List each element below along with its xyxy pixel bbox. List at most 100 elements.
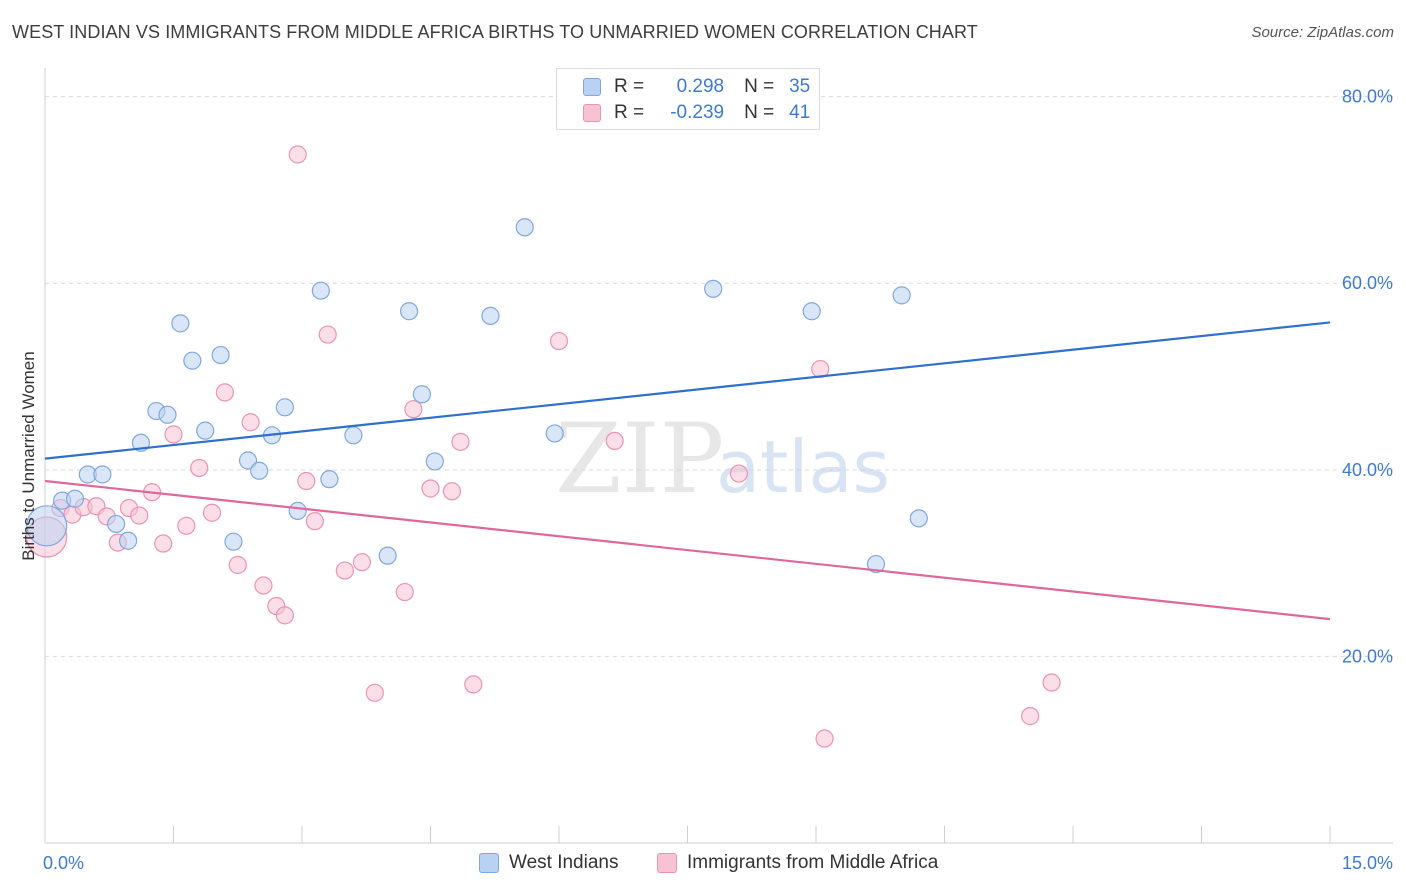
data-point-middle-africa	[228, 555, 247, 575]
legend-label-west-indians: West Indians	[509, 852, 619, 873]
data-point-west-indians	[802, 302, 821, 321]
data-point-west-indians	[238, 451, 258, 470]
data-point-west-indians	[224, 532, 243, 551]
legend-r-label: R =	[614, 76, 645, 97]
data-point-west-indians	[909, 509, 928, 528]
data-point-west-indians	[704, 279, 723, 298]
legend-swatch-blue	[583, 78, 601, 96]
data-point-west-indians	[211, 345, 230, 365]
tick-labels: 20.0% 40.0% 60.0% 80.0% 0.0% 15.0%	[43, 87, 1393, 873]
legend-swatch-pink	[657, 853, 677, 873]
data-point-middle-africa	[318, 325, 337, 344]
data-point-west-indians	[65, 489, 85, 508]
data-point-middle-africa	[254, 576, 273, 595]
data-point-middle-africa	[335, 561, 354, 580]
data-point-west-indians	[344, 426, 363, 445]
data-point-west-indians	[118, 531, 138, 550]
legend-n-value: 41	[789, 102, 811, 123]
data-point-west-indians	[892, 286, 911, 305]
data-point-middle-africa	[815, 729, 834, 748]
data-point-middle-africa	[404, 400, 423, 419]
data-point-west-indians	[288, 501, 307, 520]
legend-n-label: N =	[744, 102, 775, 123]
legend-r-value: 0.298	[676, 76, 725, 97]
y-tick-label: 40.0%	[1342, 460, 1393, 480]
data-point-middle-africa	[421, 479, 440, 498]
series-legend: West Indians Immigrants from Middle Afri…	[0, 850, 1406, 880]
data-point-middle-africa	[549, 331, 569, 351]
data-point-west-indians	[378, 546, 397, 565]
data-point-middle-africa	[352, 553, 372, 572]
data-point-middle-africa	[202, 503, 222, 522]
data-point-middle-africa	[605, 431, 624, 451]
data-point-west-indians	[412, 385, 432, 404]
data-point-middle-africa	[1021, 707, 1040, 726]
data-point-west-indians	[93, 465, 112, 484]
y-tick-label: 80.0%	[1342, 87, 1393, 107]
data-point-west-indians	[320, 470, 339, 489]
data-point-middle-africa	[190, 458, 209, 478]
data-point-middle-africa	[442, 482, 462, 501]
legend-n-value: 35	[789, 76, 811, 97]
data-point-west-indians	[866, 554, 886, 574]
legend-row-middle-africa: R = -0.239 N = 41	[583, 100, 810, 126]
data-point-middle-africa	[395, 582, 414, 602]
chart-title: WEST INDIAN VS IMMIGRANTS FROM MIDDLE AF…	[12, 22, 978, 42]
data-point-west-indians	[158, 405, 177, 424]
data-point-west-indians	[250, 461, 269, 480]
data-point-west-indians	[399, 302, 419, 321]
data-point-middle-africa	[288, 145, 307, 164]
data-point-middle-africa	[177, 516, 196, 535]
x-tick-label: 15.0%	[1342, 853, 1393, 873]
data-point-middle-africa	[1042, 673, 1061, 692]
data-point-middle-africa	[365, 683, 384, 702]
y-tick-label: 20.0%	[1342, 646, 1393, 666]
data-point-west-indians	[275, 398, 294, 417]
series-west-indians-points	[26, 218, 928, 574]
trend-line-west-indians	[44, 321, 1331, 460]
trend-lines	[44, 321, 1331, 621]
data-point-middle-africa	[451, 432, 470, 451]
data-point-west-indians	[481, 306, 500, 325]
data-point-middle-africa	[241, 413, 260, 432]
y-tick-label: 60.0%	[1342, 273, 1393, 293]
legend-label-middle-africa: Immigrants from Middle Africa	[687, 852, 939, 873]
data-point-west-indians	[425, 452, 444, 471]
legend-r-label: R =	[614, 102, 645, 123]
legend-r-value: -0.239	[670, 102, 725, 123]
data-point-middle-africa	[464, 675, 483, 694]
data-point-west-indians	[171, 314, 190, 333]
legend-item-west-indians: West Indians	[479, 852, 618, 874]
data-point-middle-africa	[215, 383, 234, 402]
legend-item-middle-africa: Immigrants from Middle Africa	[657, 852, 938, 874]
data-point-middle-africa	[297, 471, 316, 491]
data-point-west-indians	[515, 218, 534, 237]
data-point-middle-africa	[729, 464, 749, 483]
data-point-west-indians	[545, 424, 564, 443]
data-point-west-indians	[311, 281, 330, 300]
legend-row-west-indians: R = 0.298 N = 35	[583, 74, 810, 100]
watermark-zip: ZIP	[555, 403, 724, 515]
data-point-middle-africa	[811, 359, 830, 379]
grid-lines	[45, 96, 1393, 657]
correlation-legend: R = 0.298 N = 35 R = -0.239 N = 41	[556, 68, 820, 130]
data-point-west-indians	[183, 351, 202, 370]
y-axis-label: Births to Unmarried Women	[19, 351, 38, 560]
data-point-middle-africa	[130, 506, 149, 525]
data-point-west-indians	[107, 514, 126, 534]
source-credit: Source: ZipAtlas.com	[1251, 24, 1394, 41]
axes	[44, 68, 1393, 844]
legend-swatch-blue	[479, 853, 499, 873]
legend-swatch-pink	[583, 104, 601, 122]
data-point-middle-africa	[305, 512, 324, 531]
data-point-west-indians	[26, 505, 68, 547]
legend-n-label: N =	[744, 76, 775, 97]
x-tick-label: 0.0%	[43, 853, 84, 873]
data-point-middle-africa	[154, 534, 173, 553]
data-point-middle-africa	[164, 425, 183, 444]
data-point-west-indians	[196, 421, 215, 440]
watermark: ZIP atlas	[555, 403, 890, 515]
data-point-middle-africa	[275, 606, 294, 625]
trend-line-middle-africa	[44, 479, 1331, 621]
